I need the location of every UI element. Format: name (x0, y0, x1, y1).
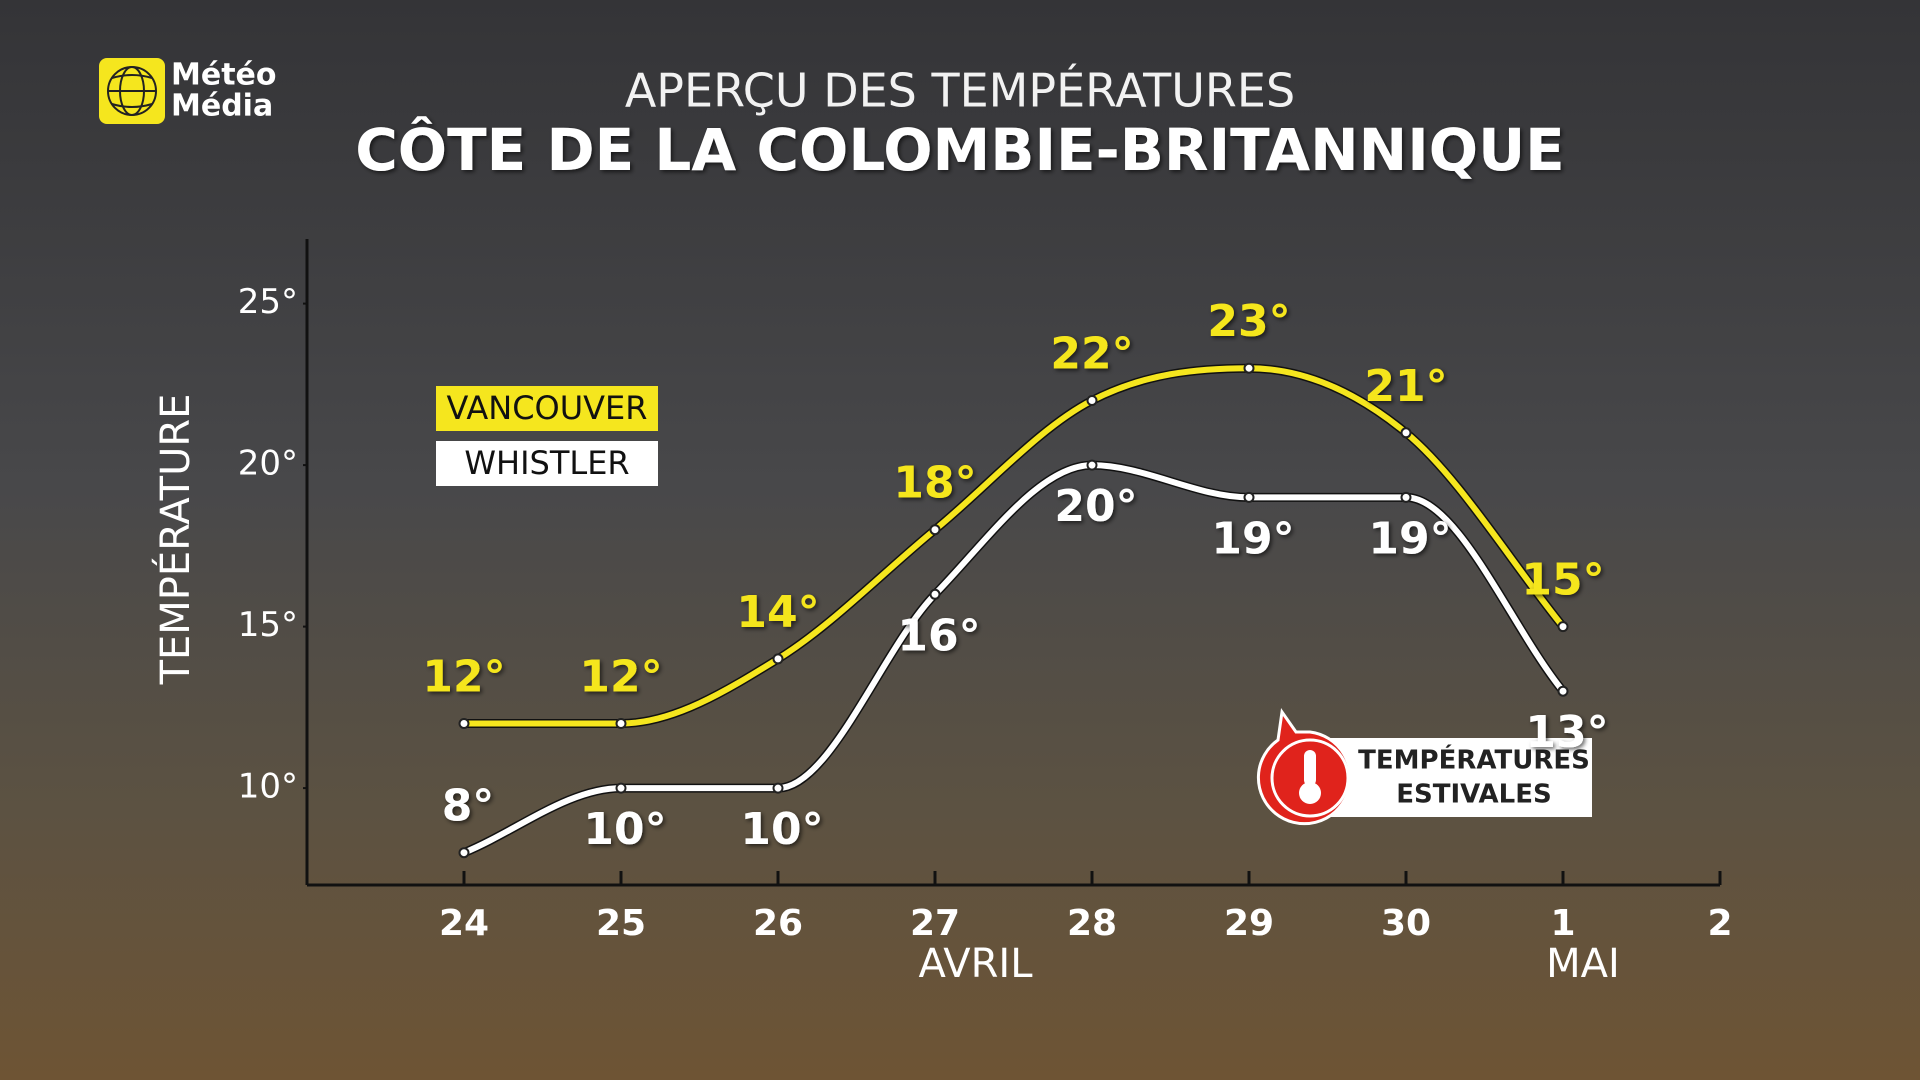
x-tick-label: 25 (596, 903, 646, 944)
value-label: 21° (1364, 361, 1447, 412)
value-label: 18° (893, 458, 976, 509)
logo-globe (107, 66, 157, 116)
point (615, 782, 627, 794)
value-label: 10° (583, 804, 666, 855)
value-label: 10° (740, 804, 823, 855)
y-tick-label: 10° (238, 767, 298, 807)
point (1400, 491, 1412, 503)
value-label: 19° (1368, 513, 1451, 564)
x-tick-label: 28 (1067, 903, 1117, 944)
value-label: 13° (1525, 707, 1608, 758)
y-axis-title: TEMPÉRATURE (151, 394, 199, 686)
point (1086, 395, 1098, 406)
value-label: 19° (1211, 513, 1294, 564)
badge-text: ESTIVALES (1396, 780, 1551, 810)
badge: TEMPÉRATURES ESTIVALES (1256, 708, 1592, 826)
month-label: AVRIL (918, 941, 1033, 987)
point (772, 653, 784, 665)
legend-label: WHISTLER (464, 444, 629, 482)
value-label: 8° (442, 781, 495, 832)
thermometer (1299, 782, 1321, 804)
x-tick-label: 30 (1381, 903, 1431, 944)
point (1086, 459, 1098, 471)
point (929, 588, 941, 600)
y-tick-label: 15° (238, 605, 298, 645)
badge-box (1304, 738, 1592, 817)
value-label: 12° (579, 652, 662, 703)
point (929, 524, 941, 536)
x-tick-label: 29 (1224, 903, 1274, 944)
legend-swatch (436, 386, 658, 431)
point (1557, 685, 1569, 697)
point (458, 847, 470, 859)
value-label: 12° (422, 652, 505, 703)
y-tick-label: 25° (238, 282, 298, 322)
series (458, 459, 1569, 859)
x-tick-label: 27 (910, 903, 960, 944)
value-label: 14° (736, 587, 819, 638)
value-label: 16° (897, 610, 980, 661)
value-label: 22° (1050, 329, 1133, 380)
legend-label: VANCOUVER (447, 389, 648, 427)
point (1557, 621, 1569, 633)
point (1243, 362, 1255, 374)
x-tick-label: 26 (753, 903, 803, 944)
month-label: MAI (1546, 941, 1620, 987)
point (1400, 427, 1412, 439)
point (772, 782, 784, 794)
legend-swatch (436, 441, 658, 486)
chart-title: APERÇU DES TEMPÉRATURES (625, 64, 1295, 118)
y-tick-label: 20° (238, 444, 298, 484)
badge-text: TEMPÉRATURES (1358, 744, 1590, 776)
thermometer (1304, 750, 1316, 786)
logo-text: Média (171, 89, 273, 124)
x-tick-label: 1 (1550, 903, 1575, 944)
chart-subtitle: CÔTE DE LA COLOMBIE-BRITANNIQUE (355, 115, 1565, 184)
x-tick-label: 2 (1707, 903, 1732, 944)
x-tick-label: 24 (439, 903, 489, 944)
value-label: 20° (1054, 481, 1137, 532)
series (458, 362, 1569, 729)
value-label: 23° (1207, 296, 1290, 347)
point (615, 718, 627, 729)
value-label: 15° (1521, 555, 1604, 606)
logo-text: Météo (171, 58, 277, 93)
point (458, 718, 470, 729)
point (1243, 491, 1255, 503)
badge-icon (1270, 738, 1350, 818)
